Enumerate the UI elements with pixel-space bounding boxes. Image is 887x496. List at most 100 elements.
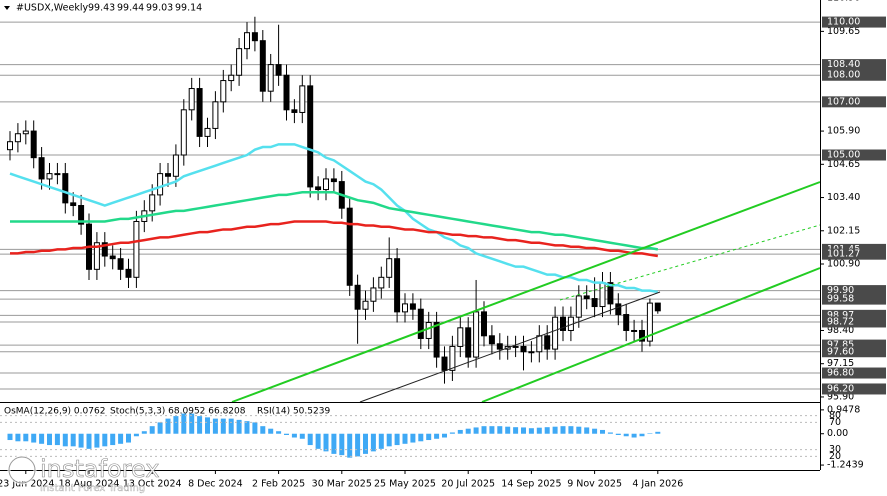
osma-bar <box>647 433 653 434</box>
candle-body <box>212 101 219 129</box>
osma-bar <box>23 433 29 442</box>
level-label: 101.27 <box>827 249 860 260</box>
osma-bar <box>434 433 440 439</box>
candle-body <box>330 178 337 183</box>
candle-body <box>449 345 456 371</box>
candle-body <box>639 329 645 342</box>
indicator-label: OsMA(12,26,9) 0.0762 <box>4 407 105 417</box>
level-box <box>822 285 886 297</box>
candle-body <box>402 303 408 313</box>
channel-line <box>231 181 821 403</box>
candle-body <box>583 295 590 300</box>
level-label: 97.85 <box>827 340 854 351</box>
candle-body <box>323 178 329 191</box>
candle-body <box>14 133 21 143</box>
osma-bar <box>315 433 321 449</box>
osma-bar <box>513 427 519 434</box>
candle-body <box>70 202 77 207</box>
osma-bar <box>505 426 511 434</box>
osma-bar <box>78 433 84 448</box>
osma-bar <box>102 433 108 447</box>
x-tick-label: 4 Jan 2026 <box>632 479 683 490</box>
osma-bar <box>133 433 139 437</box>
osma-bar <box>402 433 408 444</box>
ohlc-close: 99.14 <box>175 3 202 14</box>
price-panel <box>0 16 820 390</box>
osma-bar <box>552 426 558 434</box>
x-tick-label: 20 Jul 2025 <box>441 479 495 490</box>
level-box <box>822 69 886 81</box>
osma-bar <box>481 426 487 434</box>
logo-name: instaforex <box>40 455 160 483</box>
candle-body <box>157 173 164 196</box>
candle-body <box>520 345 527 353</box>
y-tick-label: 97.15 <box>827 358 854 369</box>
logo-tagline: Instant Forex Trading <box>40 483 145 494</box>
candle-body <box>93 242 100 270</box>
moving-average <box>10 190 659 251</box>
y-tick-label: 109.65 <box>827 26 860 37</box>
candle-body <box>354 284 361 310</box>
indicator-label: RSI(14) 50.5239 <box>257 407 330 417</box>
osma-bar <box>378 433 384 449</box>
menu-arrow <box>4 6 10 10</box>
osma-bar <box>623 433 629 437</box>
osma-bar <box>339 433 345 456</box>
candle-body <box>654 302 661 312</box>
level-label: 108.00 <box>827 70 860 81</box>
candle-body <box>196 88 203 137</box>
candle-body <box>307 85 314 188</box>
candle-body <box>488 335 495 345</box>
osma-bar <box>228 418 234 434</box>
level-box <box>822 339 886 351</box>
level-label: 108.40 <box>827 59 860 70</box>
y-tick-label: 95.90 <box>827 391 854 402</box>
candle-body <box>315 186 322 191</box>
osma-bar <box>86 433 92 449</box>
level-box <box>822 346 886 358</box>
candle-body <box>575 295 582 318</box>
osma-bar <box>181 413 187 434</box>
y-tick-label: 103.40 <box>827 192 860 203</box>
y2-tick-label: 70 <box>829 417 841 428</box>
candle-body <box>465 327 472 358</box>
candle-body <box>259 40 266 92</box>
osma-bar <box>331 433 337 454</box>
level-box <box>822 293 886 305</box>
osma-bar <box>220 418 226 434</box>
osma-bar <box>31 433 37 443</box>
candle-body <box>180 109 187 156</box>
osma-bar <box>544 427 550 434</box>
candle-body <box>204 127 211 137</box>
level-box <box>822 59 886 71</box>
x-tick-label: 9 Nov 2025 <box>567 479 622 490</box>
osma-bar <box>149 426 155 434</box>
osma-bar <box>410 433 416 443</box>
osma-bar <box>157 422 163 434</box>
osma-bar <box>15 433 21 442</box>
moving-average <box>10 220 659 258</box>
candle-body <box>267 64 274 92</box>
osma-bar <box>118 433 124 444</box>
candle-body <box>528 351 535 354</box>
candle-body <box>133 220 140 278</box>
candle-body <box>615 303 622 316</box>
osma-bar <box>615 433 621 435</box>
level-label: 110.00 <box>827 17 860 28</box>
osma-bar <box>394 433 400 446</box>
level-label: 96.80 <box>827 368 854 379</box>
channel-lines <box>231 181 821 403</box>
osma-bar <box>497 426 503 434</box>
y-tick-label: -1.2439 <box>827 460 864 471</box>
osma-bar <box>521 427 526 434</box>
candle-body <box>101 242 108 257</box>
osma-bar <box>260 426 266 434</box>
indicator-label: Stoch(5,3,3) 68.0952 66.8208 <box>110 407 246 417</box>
y-tick-label: 102.15 <box>827 225 860 236</box>
osma-bar <box>607 432 613 434</box>
y-tick-label: 100.90 <box>827 259 860 270</box>
candle-body <box>46 173 53 180</box>
candle-body <box>236 48 243 76</box>
indicator-panel <box>0 413 820 458</box>
candle-body <box>62 173 69 204</box>
